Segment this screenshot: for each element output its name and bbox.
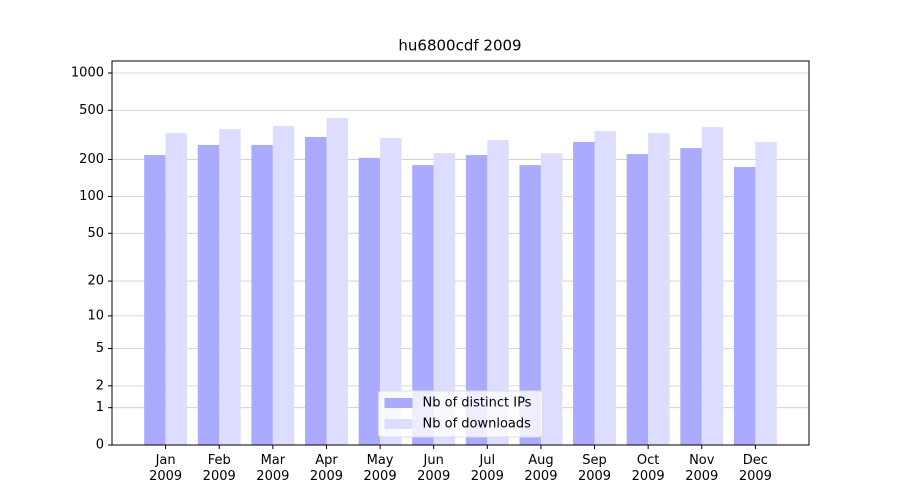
plot-frame	[111, 60, 810, 446]
bar	[487, 140, 509, 446]
x-tick-label: Aug 2009	[524, 453, 558, 484]
bar	[680, 148, 702, 445]
bar	[358, 157, 381, 445]
x-tick-label: Jul 2009	[470, 453, 504, 484]
bar	[755, 141, 777, 445]
x-tick-label: Jan 2009	[149, 453, 183, 484]
y-tick-label: 2	[96, 378, 104, 393]
chart-title: hu6800cdf 2009	[398, 37, 521, 55]
legend: Nb of distinct IPs Nb of downloads	[378, 390, 543, 438]
bar	[197, 144, 220, 445]
legend-swatch	[384, 419, 413, 429]
x-tick-label: May 2009	[363, 453, 397, 484]
y-tick-label: 20	[87, 274, 104, 289]
y-tick-label: 100	[79, 189, 104, 204]
bar	[733, 166, 756, 445]
bar	[648, 133, 670, 445]
bar	[540, 153, 563, 445]
legend-swatch	[384, 398, 413, 408]
y-tick-label: 50	[87, 226, 104, 241]
y-tick-label: 500	[79, 103, 104, 118]
bar	[519, 165, 541, 445]
legend-label: Nb of downloads	[423, 417, 532, 432]
x-tick-label: Sep 2009	[577, 453, 612, 484]
bar	[626, 154, 649, 446]
x-tick-label: Apr 2009	[309, 453, 343, 484]
bar	[594, 131, 616, 446]
x-tick-label: Mar 2009	[256, 453, 290, 484]
y-tick-label: 1	[96, 400, 104, 415]
legend-box	[378, 390, 543, 438]
bar	[251, 144, 273, 445]
bar	[412, 165, 434, 445]
y-tick-label: 10	[87, 308, 104, 323]
y-tick-label: 1000	[71, 66, 104, 81]
y-tick-label: 0	[96, 438, 104, 453]
y-tick-label: 200	[79, 152, 104, 167]
bar	[165, 133, 188, 445]
bar	[701, 127, 724, 446]
x-tick-label: Feb 2009	[202, 453, 236, 484]
bar	[219, 129, 241, 445]
x-tick-label: Jun 2009	[417, 453, 451, 484]
bar	[305, 136, 327, 445]
x-tick-label: Oct 2009	[631, 453, 665, 484]
x-tick-label: Dec 2009	[738, 453, 772, 484]
bar	[465, 155, 488, 445]
x-tick-label: Nov 2009	[685, 453, 719, 484]
bar	[380, 138, 402, 446]
legend-label: Nb of distinct IPs	[423, 396, 532, 411]
bar	[272, 126, 295, 446]
bar	[433, 153, 456, 445]
bar	[326, 118, 348, 445]
bar	[573, 141, 595, 445]
bar	[144, 155, 166, 445]
y-tick-label: 5	[96, 341, 104, 356]
